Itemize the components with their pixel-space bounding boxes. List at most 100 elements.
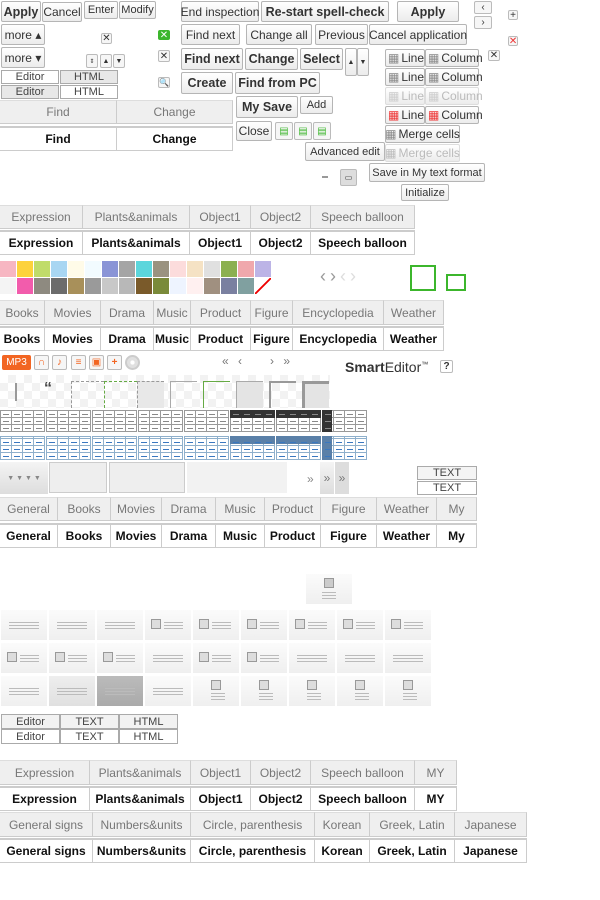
tab-inactive[interactable]: Object2 (251, 760, 311, 785)
close-icon[interactable]: ✕ (101, 33, 112, 44)
tab-inactive[interactable]: Drama (101, 300, 154, 325)
background-swatch[interactable] (153, 278, 169, 294)
restart-spell-check-button[interactable]: Re-start spell-check (261, 1, 389, 22)
tab-active[interactable]: Plants&animals (83, 230, 190, 255)
close-green-icon[interactable]: ✕ (158, 29, 170, 41)
tab-active[interactable]: Music (216, 523, 265, 548)
layout-option[interactable] (241, 676, 287, 706)
layout-option[interactable] (49, 676, 95, 706)
tab-active[interactable]: Books (0, 326, 45, 351)
text-button[interactable]: TEXT (417, 481, 477, 495)
tab-inactive[interactable]: My (437, 497, 477, 521)
select-button[interactable]: Select (300, 48, 343, 70)
background-swatch[interactable] (221, 261, 237, 277)
layout-option[interactable] (385, 676, 431, 706)
layout-option[interactable] (193, 676, 239, 706)
background-swatch[interactable] (102, 261, 118, 277)
text-button[interactable]: TEXT (417, 466, 477, 480)
more-arrow-icon[interactable]: » (307, 472, 314, 486)
table-column-button[interactable]: ▦ Column (425, 49, 483, 67)
tab-active[interactable]: General (0, 523, 58, 548)
cd-icon[interactable] (125, 355, 140, 370)
layout-option[interactable] (1, 676, 47, 706)
align-right-icon[interactable]: ▤ (313, 122, 331, 140)
find-next-button[interactable]: Find next (181, 24, 240, 45)
background-swatch[interactable] (85, 261, 101, 277)
tab-inactive[interactable]: Books (58, 497, 111, 521)
find-next-bold-button[interactable]: Find next (181, 48, 243, 70)
save-my-text-format-button[interactable]: Save in My text format (369, 163, 485, 182)
mode-tab[interactable]: TEXT (60, 729, 119, 744)
tab-active[interactable]: Speech balloon (311, 786, 415, 811)
close-red-icon[interactable]: ✕ (508, 35, 518, 47)
help-button[interactable]: ? (440, 360, 453, 373)
layout-option[interactable] (289, 676, 335, 706)
background-swatch[interactable] (85, 278, 101, 294)
tab-active[interactable]: Product (191, 326, 251, 351)
mode-tab[interactable]: Editor (1, 729, 60, 744)
tab-active[interactable]: Numbers&units (93, 838, 191, 863)
tab-inactive[interactable]: Object1 (191, 760, 251, 785)
dashed-border-style[interactable] (71, 381, 104, 408)
tab-active[interactable]: Object1 (191, 786, 251, 811)
first-page-icon[interactable]: « (222, 354, 229, 368)
mode-tab[interactable]: TEXT (60, 714, 119, 729)
tab-inactive[interactable]: Object1 (190, 205, 251, 229)
layout-option[interactable] (385, 643, 431, 673)
tab-inactive[interactable]: Numbers&units (93, 812, 191, 837)
headphones-icon[interactable]: ∩ (34, 355, 49, 370)
background-swatch[interactable] (204, 278, 220, 294)
layout-option[interactable] (337, 643, 383, 673)
tab-inactive[interactable]: Plants&animals (83, 205, 190, 229)
tab-inactive[interactable]: Encyclopedia (293, 300, 384, 325)
background-swatch[interactable] (204, 261, 220, 277)
maximize-icon[interactable]: ▭ (340, 169, 357, 186)
enter-button[interactable]: Enter (84, 1, 118, 19)
close-icon[interactable]: ✕ (488, 50, 500, 61)
apply-button[interactable]: Apply (397, 1, 459, 22)
layout-option[interactable] (49, 610, 95, 640)
search-icon[interactable]: 🔍 (158, 77, 170, 88)
tab-inactive[interactable]: Expression (0, 760, 90, 785)
background-swatch[interactable] (68, 278, 84, 294)
layout-option[interactable] (385, 610, 431, 640)
tab-active[interactable]: Expression (0, 230, 83, 255)
quote-mark-icon[interactable]: “ (44, 380, 52, 397)
last-page-icon[interactable]: » (283, 354, 291, 368)
create-button[interactable]: Create (181, 72, 233, 94)
change-all-button[interactable]: Change all (246, 24, 312, 45)
close-button[interactable]: Close (236, 121, 272, 141)
tab-active[interactable]: Plants&animals (90, 786, 191, 811)
tab-inactive[interactable]: Greek, Latin (370, 812, 455, 837)
mode-tab[interactable]: HTML (119, 714, 178, 729)
find-from-pc-button[interactable]: Find from PC (235, 72, 320, 94)
tab-inactive[interactable]: Drama (162, 497, 216, 521)
tab-active[interactable]: Japanese (455, 838, 527, 863)
layout-option[interactable] (1, 643, 47, 673)
html-mode-tab[interactable]: HTML (60, 85, 118, 99)
table-line-button[interactable]: ▦ Line (385, 68, 425, 86)
background-swatch[interactable] (34, 261, 50, 277)
tab-active[interactable]: Music (154, 326, 191, 351)
tab-active[interactable]: Drama (162, 523, 216, 548)
tab-active[interactable]: Change (117, 126, 233, 151)
layout-option[interactable] (145, 643, 191, 673)
next-page-icon[interactable]: › (270, 354, 275, 368)
layout-option[interactable] (306, 574, 352, 604)
mode-tab[interactable]: HTML (119, 729, 178, 744)
dropdown-arrow-icons[interactable]: ▼ ▼ ▼ ▼ (0, 462, 48, 494)
tab-active[interactable]: Korean (315, 838, 370, 863)
tab-inactive[interactable]: Weather (377, 497, 437, 521)
background-swatch[interactable] (0, 261, 16, 277)
background-swatch[interactable] (255, 278, 271, 294)
stepper-icon[interactable]: ⇕ (86, 54, 98, 68)
tab-active[interactable]: Find (0, 126, 117, 151)
more-up-button[interactable]: more ▴ (1, 24, 45, 45)
layout-option[interactable] (337, 676, 383, 706)
background-swatch[interactable] (170, 278, 186, 294)
background-swatch[interactable] (34, 278, 50, 294)
tab-active[interactable]: Figure (251, 326, 293, 351)
add-button[interactable]: Add (300, 96, 333, 114)
layout-option[interactable] (49, 643, 95, 673)
carousel-nav-icon[interactable]: ‹›‹› (320, 266, 360, 286)
